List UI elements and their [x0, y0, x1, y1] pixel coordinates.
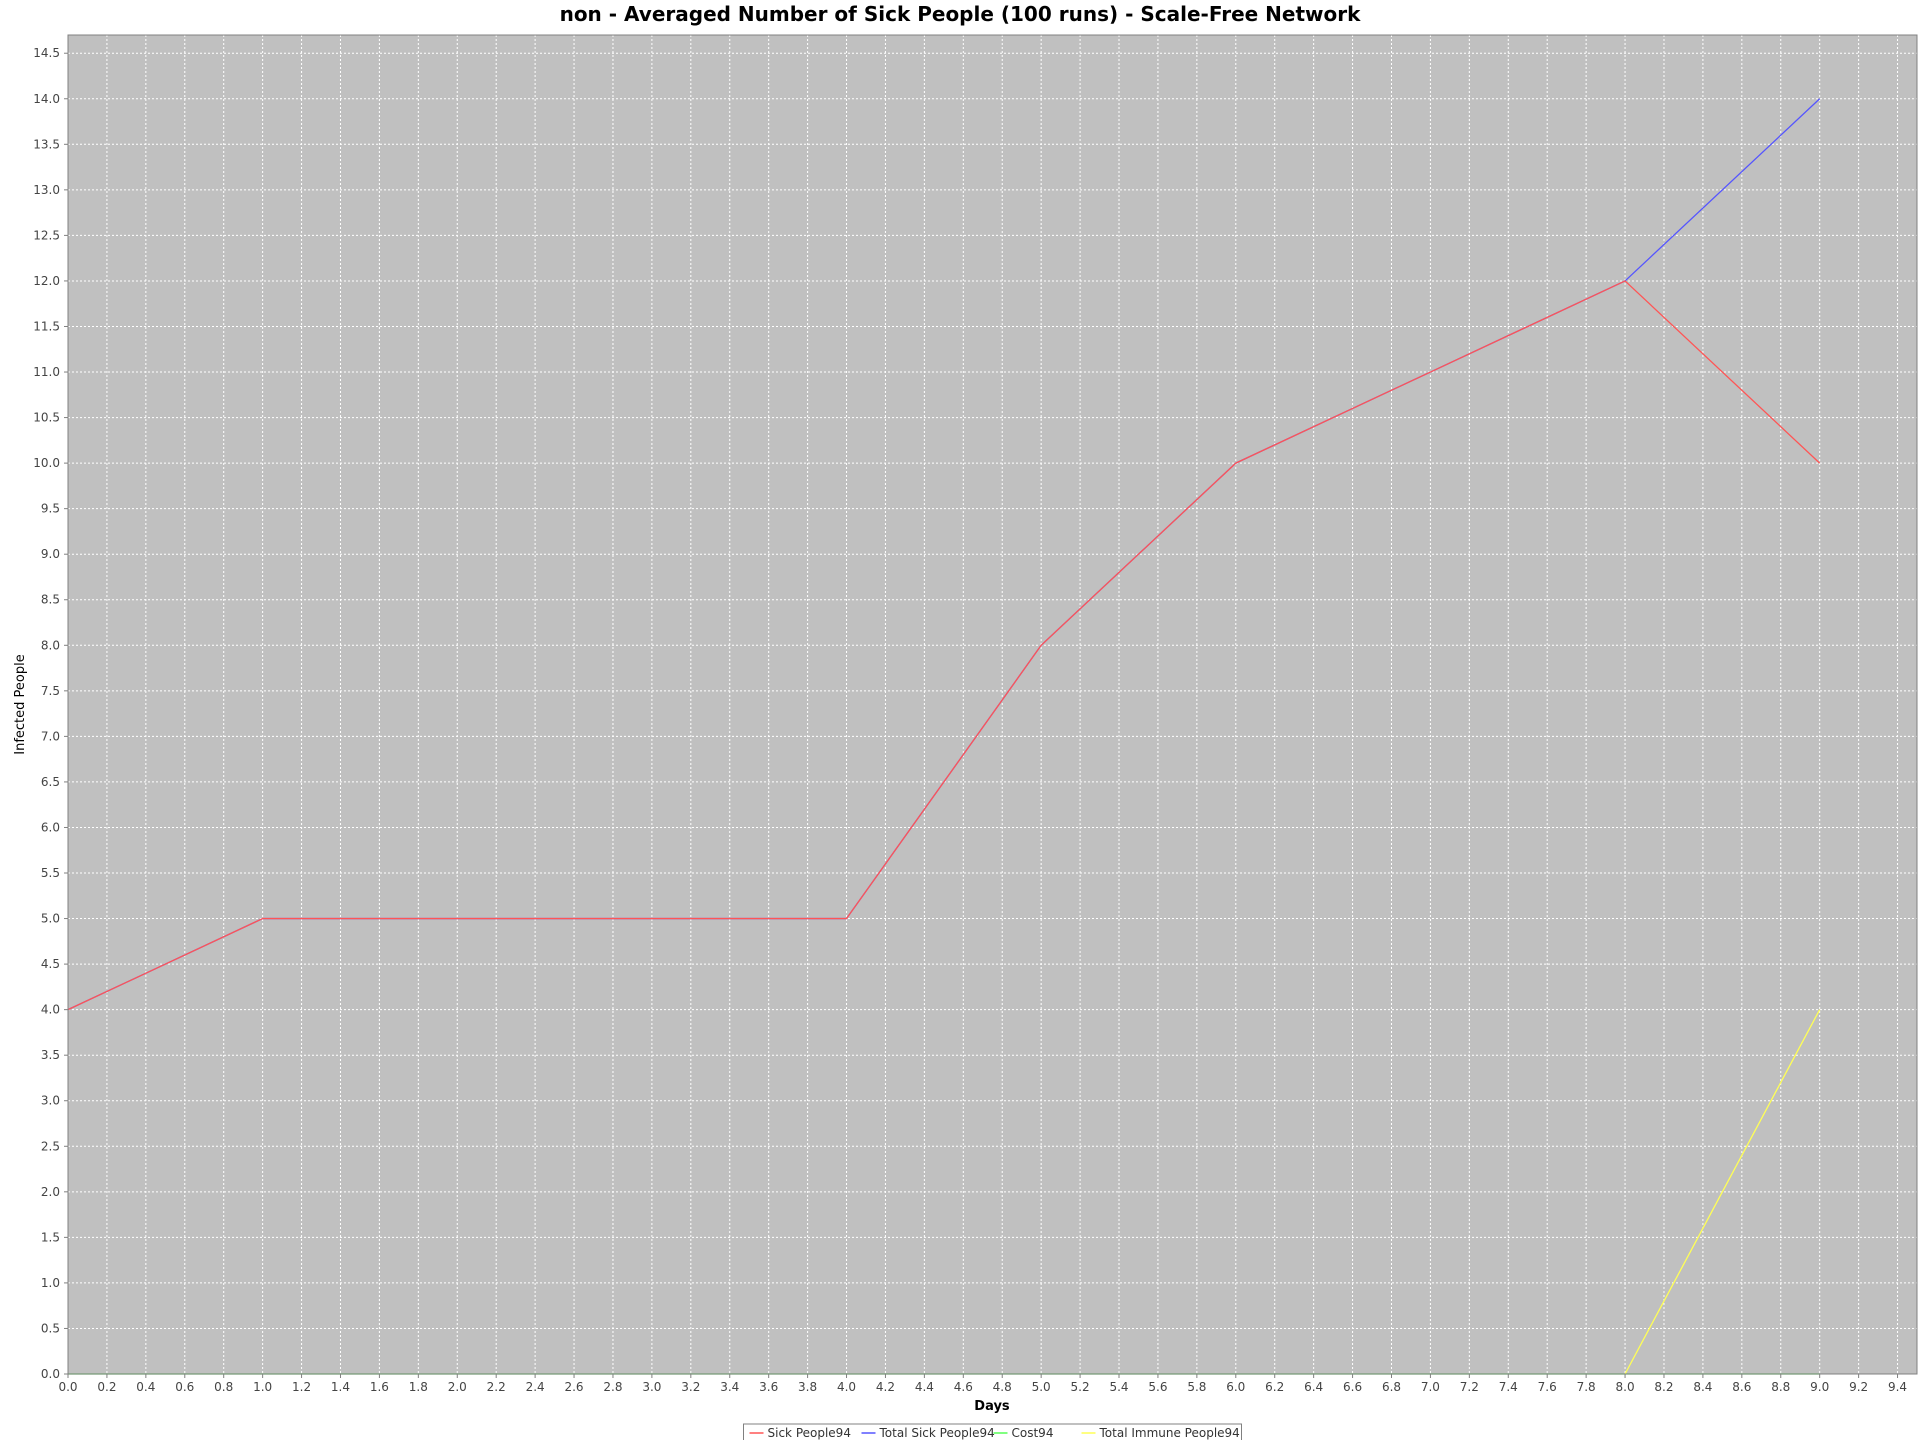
x-tick-label: 0.4 — [136, 1380, 155, 1394]
x-tick-label: 0.6 — [175, 1380, 194, 1394]
y-tick-label: 1.5 — [41, 1230, 60, 1244]
y-tick-label: 13.5 — [33, 137, 60, 151]
y-tick-label: 10.0 — [33, 456, 60, 470]
x-tick-label: 3.8 — [798, 1380, 817, 1394]
x-tick-label: 4.6 — [954, 1380, 973, 1394]
x-tick-label: 5.4 — [1109, 1380, 1128, 1394]
x-tick-label: 7.4 — [1499, 1380, 1518, 1394]
x-tick-label: 1.4 — [331, 1380, 350, 1394]
y-tick-label: 6.5 — [41, 775, 60, 789]
y-tick-label: 4.5 — [41, 957, 60, 971]
x-tick-label: 7.8 — [1577, 1380, 1596, 1394]
x-tick-label: 3.0 — [642, 1380, 661, 1394]
x-tick-label: 6.0 — [1226, 1380, 1245, 1394]
y-tick-label: 12.5 — [33, 228, 60, 242]
y-tick-label: 12.0 — [33, 274, 60, 288]
x-tick-label: 0.2 — [97, 1380, 116, 1394]
y-tick-label: 7.5 — [41, 684, 60, 698]
x-tick-label: 6.8 — [1382, 1380, 1401, 1394]
x-tick-label: 5.0 — [1032, 1380, 1051, 1394]
x-tick-label: 7.6 — [1538, 1380, 1557, 1394]
y-tick-label: 1.0 — [41, 1276, 60, 1290]
series-line-3 — [1624, 1009, 1821, 1375]
y-tick-label: 6.0 — [41, 820, 60, 834]
x-tick-label: 3.6 — [759, 1380, 778, 1394]
y-axis-label: Infected People — [13, 654, 28, 754]
x-tick-label: 2.2 — [487, 1380, 506, 1394]
series-line-0 — [67, 280, 1821, 1011]
x-tick-label: 6.4 — [1304, 1380, 1323, 1394]
y-axis-ticks: 0.0 0.5 1.0 1.5 2.0 2.5 3.0 3.5 4.0 4.5 5.0 5.5 6.0 6… — [33, 46, 68, 1381]
x-tick-label: 9.2 — [1849, 1380, 1868, 1394]
x-tick-label: 8.4 — [1693, 1380, 1712, 1394]
x-tick-label: 6.2 — [1265, 1380, 1284, 1394]
x-tick-label: 7.0 — [1421, 1380, 1440, 1394]
x-tick-label: 5.6 — [1148, 1380, 1167, 1394]
x-tick-label: 9.0 — [1810, 1380, 1829, 1394]
chart-title: non - Averaged Number of Sick People (10… — [560, 2, 1362, 26]
legend-label: Total Immune People94 — [1099, 1426, 1240, 1440]
legend-label: Total Sick People94 — [879, 1426, 995, 1440]
x-tick-label: 8.2 — [1654, 1380, 1673, 1394]
x-tick-label: 3.2 — [681, 1380, 700, 1394]
x-tick-label: 0.0 — [58, 1380, 77, 1394]
y-tick-label: 5.5 — [41, 866, 60, 880]
y-tick-label: 14.0 — [33, 92, 60, 106]
x-tick-label: 7.2 — [1460, 1380, 1479, 1394]
x-tick-label: 1.6 — [370, 1380, 389, 1394]
x-tick-label: 1.0 — [253, 1380, 272, 1394]
legend: Sick People94 Total Sick People94 Cost94 To… — [743, 1423, 1242, 1443]
x-axis-label: Days — [974, 1399, 1010, 1414]
x-tick-label: 2.8 — [603, 1380, 622, 1394]
y-tick-label: 3.0 — [41, 1094, 60, 1108]
x-tick-label: 4.4 — [915, 1380, 934, 1394]
x-tick-label: 5.8 — [1187, 1380, 1206, 1394]
x-tick-label: 4.2 — [876, 1380, 895, 1394]
x-tick-label: 1.8 — [409, 1380, 428, 1394]
y-tick-label: 5.0 — [41, 912, 60, 926]
x-tick-label: 2.0 — [448, 1380, 467, 1394]
y-tick-label: 9.5 — [41, 502, 60, 516]
y-tick-label: 13.0 — [33, 183, 60, 197]
y-tick-label: 2.5 — [41, 1139, 60, 1153]
x-tick-label: 9.4 — [1888, 1380, 1907, 1394]
y-tick-label: 4.0 — [41, 1003, 60, 1017]
gridlines — [67, 35, 1917, 1375]
x-tick-label: 8.6 — [1732, 1380, 1751, 1394]
y-tick-label: 14.5 — [33, 46, 60, 60]
y-tick-label: 10.5 — [33, 411, 60, 425]
legend-label: Cost94 — [1012, 1426, 1054, 1440]
plot-border — [67, 34, 1918, 1375]
x-tick-label: 2.6 — [564, 1380, 583, 1394]
x-tick-label: 4.0 — [837, 1380, 856, 1394]
x-tick-label: 0.8 — [214, 1380, 233, 1394]
x-tick-label: 3.4 — [720, 1380, 739, 1394]
x-tick-label: 8.0 — [1616, 1380, 1635, 1394]
x-tick-label: 6.6 — [1343, 1380, 1362, 1394]
y-tick-label: 3.5 — [41, 1048, 60, 1062]
x-tick-label: 2.4 — [526, 1380, 545, 1394]
y-tick-label: 8.0 — [41, 638, 60, 652]
y-tick-label: 0.0 — [41, 1367, 60, 1381]
y-tick-label: 0.5 — [41, 1321, 60, 1335]
x-tick-label: 5.2 — [1071, 1380, 1090, 1394]
y-tick-label: 11.0 — [33, 365, 60, 379]
x-tick-label: 4.8 — [993, 1380, 1012, 1394]
x-tick-label: 1.2 — [292, 1380, 311, 1394]
x-tick-label: 8.8 — [1771, 1380, 1790, 1394]
legend-label: Sick People94 — [768, 1426, 851, 1440]
y-tick-label: 8.5 — [41, 593, 60, 607]
y-tick-label: 9.0 — [41, 547, 60, 561]
plot-area — [68, 35, 1917, 1374]
x-axis-ticks: 0.0 0.2 0.4 0.6 0.8 1.0 1.2 1.4 1.6 1.8 2.0 2.2 2.4 2… — [58, 1374, 1907, 1394]
y-tick-label: 2.0 — [41, 1185, 60, 1199]
y-tick-label: 7.0 — [41, 729, 60, 743]
y-tick-label: 11.5 — [33, 319, 60, 333]
